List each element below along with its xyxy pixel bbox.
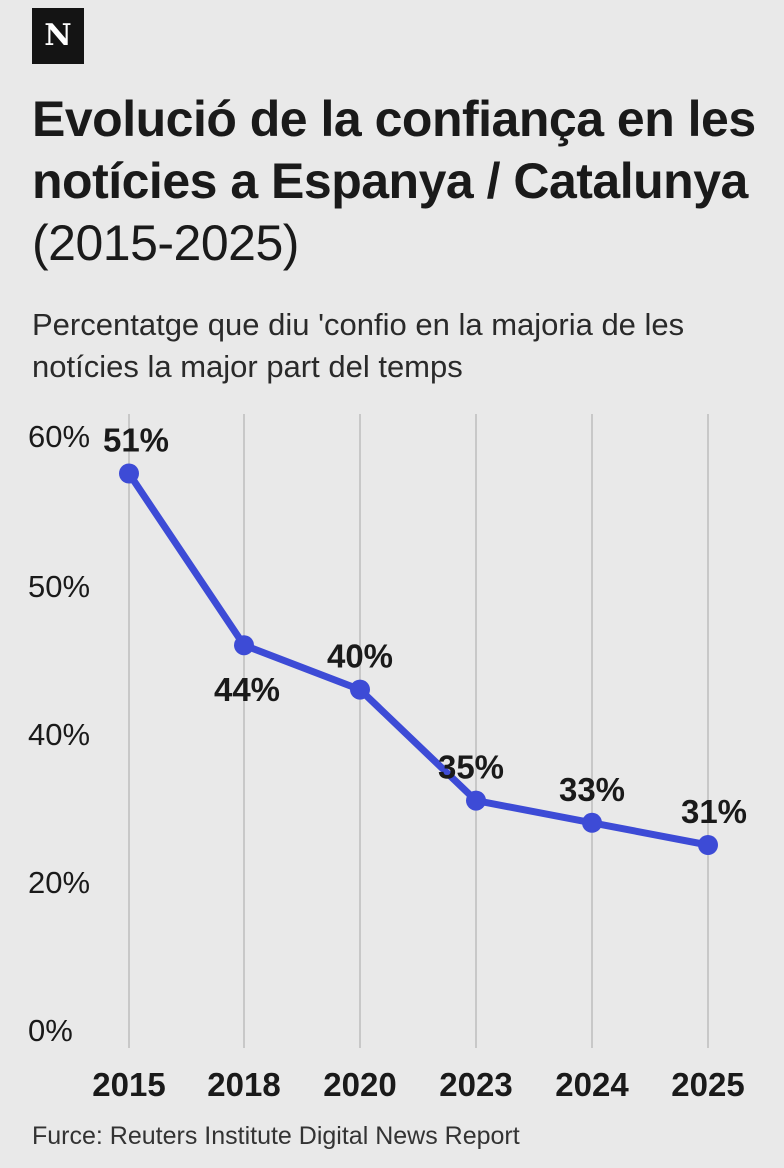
x-axis-ticks: 2015 2018 2020 2023 2024 2025 bbox=[92, 1066, 744, 1103]
chart-title-years: (2015-2025) bbox=[32, 215, 299, 271]
data-label-2015: 51% bbox=[103, 422, 169, 459]
data-points bbox=[119, 463, 718, 855]
source-note: Furce: Reuters Institute Digital News Re… bbox=[32, 1122, 520, 1150]
brand-logo: N bbox=[32, 8, 84, 64]
x-tick-label-2025: 2025 bbox=[671, 1066, 744, 1103]
x-tick-label-2024: 2024 bbox=[555, 1066, 629, 1103]
data-label-2018: 44% bbox=[214, 671, 280, 708]
chart-title: Evolució de la confiança en les notícies… bbox=[32, 88, 762, 274]
data-point-2018 bbox=[234, 635, 254, 656]
data-label-2020: 40% bbox=[327, 638, 393, 675]
data-point-2025 bbox=[698, 835, 718, 855]
x-tick-label-2015: 2015 bbox=[92, 1066, 165, 1103]
line-chart: 60%50%40%20%0% 2015 2018 2020 2023 2024 2025 … bbox=[28, 414, 747, 1103]
y-axis-ticks: 60% 50% 40% 20% 0% bbox=[28, 419, 90, 1048]
data-point-2024 bbox=[582, 812, 602, 833]
data-label-2024: 33% bbox=[559, 771, 625, 808]
x-tick-label-2023: 2023 bbox=[439, 1066, 512, 1103]
chart-title-main: Evolució de la confiança en les notícies… bbox=[32, 91, 756, 209]
x-tick-label-2020: 2020 bbox=[323, 1066, 396, 1103]
y-tick-label: 60% bbox=[28, 419, 90, 454]
x-tick-label-2018: 2018 bbox=[207, 1066, 280, 1103]
data-label-2023: 35% bbox=[438, 749, 504, 786]
data-label-2025: 31% bbox=[681, 793, 747, 830]
data-point-2023 bbox=[466, 790, 486, 811]
series-line bbox=[125, 470, 712, 849]
data-point-2020 bbox=[350, 679, 370, 700]
data-labels: 51% 44% 40% 35% 33% 31% bbox=[103, 422, 747, 831]
y-tick-label: 0% bbox=[28, 1013, 73, 1048]
chart-subtitle: Percentatge que diu 'confio en la majori… bbox=[32, 307, 685, 384]
y-tick-label: 50% bbox=[28, 569, 90, 604]
data-point-2015 bbox=[119, 463, 139, 484]
y-tick-label: 40% bbox=[28, 717, 90, 752]
brand-logo-letter: N bbox=[44, 18, 72, 53]
y-tick-label: 20% bbox=[28, 865, 90, 900]
series-line-layer bbox=[125, 470, 712, 849]
grid-layer bbox=[128, 414, 709, 1048]
